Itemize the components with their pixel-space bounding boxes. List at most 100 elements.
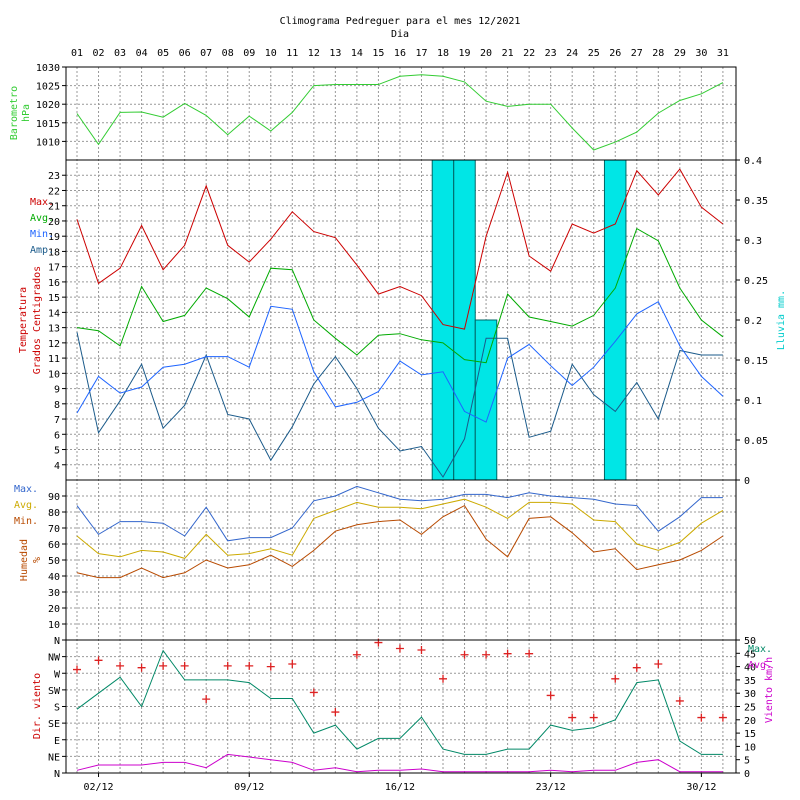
wind-speed-tick-label: 5 [744, 756, 750, 767]
pressure-tick-label: 1025 [36, 82, 60, 93]
temperature-tick-label: 7 [54, 415, 60, 426]
wind-direction-marker [589, 713, 598, 722]
rain-tick-label: 0.35 [744, 196, 768, 207]
humidity-tick-label: 90 [48, 492, 60, 503]
wind-direction-tick-label: SE [48, 719, 60, 730]
humidity-legend-max: Max. [14, 484, 38, 495]
humidity-avg-line [76, 498, 724, 559]
frame-layer [62, 66, 740, 777]
temperature-tick-label: 12 [48, 339, 60, 350]
wind-direction-marker [180, 661, 189, 670]
temperature-avg-line [76, 227, 724, 364]
temperature-tick-label: 13 [48, 324, 60, 335]
humidity-legend-min: Min. [14, 516, 38, 527]
temperature-min-line [76, 301, 724, 423]
wind-max-line [76, 649, 723, 755]
humidity-tick-label: 10 [48, 620, 60, 631]
humidity-min-line [76, 504, 724, 579]
day-label-24: 24 [566, 48, 578, 59]
humidity-tick-label: 80 [48, 508, 60, 519]
wind-direction-marker [503, 649, 512, 658]
temperature-tick-label: 14 [48, 308, 60, 319]
rain-tick-label: 0.2 [744, 316, 762, 327]
humidity-tick-label: 40 [48, 572, 60, 583]
rain-bar-26 [603, 159, 627, 481]
wind-direction-marker [568, 713, 577, 722]
rain-tick-label: 0.05 [744, 436, 768, 447]
wind-direction-marker [288, 660, 297, 669]
day-label-20: 20 [480, 48, 492, 59]
date-tick-label: 09/12 [234, 782, 264, 793]
wind-direction-marker [116, 661, 125, 670]
date-tick-label: 16/12 [385, 782, 415, 793]
temperature-tick-label: 8 [54, 400, 60, 411]
wind-direction-marker [266, 662, 275, 671]
wind-direction-tick-label: NE [48, 752, 60, 763]
humidity-tick-label: 50 [48, 556, 60, 567]
temperature-tick-label: 23 [48, 171, 60, 182]
humidity-tick-label: 30 [48, 588, 60, 599]
temperature-legend-avg: Avg. [30, 213, 54, 224]
humidity-axis-unit: % [32, 557, 43, 563]
wind-direction-tick-label: W [54, 669, 61, 680]
wind-direction-axis-label: Dir. viento [32, 673, 43, 739]
pressure-line [76, 74, 724, 151]
day-label-11: 11 [286, 48, 298, 59]
wind-direction-marker [482, 650, 491, 659]
wind-direction-marker [460, 650, 469, 659]
wind-legend-avg: Avg. [748, 660, 772, 671]
day-label-29: 29 [674, 48, 686, 59]
day-label-10: 10 [265, 48, 277, 59]
wind-direction-marker [439, 674, 448, 683]
day-label-21: 21 [502, 48, 514, 59]
temperature-tick-label: 21 [48, 202, 60, 213]
rain-bar-19 [453, 159, 476, 481]
day-label-16: 16 [394, 48, 406, 59]
day-label-25: 25 [588, 48, 600, 59]
rain-axis-label: Lluvia mm. [776, 290, 787, 350]
day-label-09: 09 [243, 48, 255, 59]
wind-direction-marker [159, 661, 168, 670]
chart-subtitle: Dia [391, 29, 409, 40]
pressure-axis-label: Barometro [9, 86, 20, 140]
temperature-legend-max: Max. [30, 197, 54, 208]
rain-tick-label: 0.4 [744, 156, 762, 167]
day-label-17: 17 [415, 48, 427, 59]
day-label-18: 18 [437, 48, 449, 59]
humidity-max-line [76, 485, 723, 542]
humidity-legend-avg: Avg. [14, 500, 38, 511]
temperature-tick-label: 22 [48, 186, 60, 197]
wind-direction-tick-label: E [54, 736, 60, 747]
temperature-amp-line [76, 332, 723, 478]
wind-avg-line [76, 753, 723, 773]
humidity-tick-label: 60 [48, 540, 60, 551]
wind-direction-marker [611, 674, 620, 683]
temperature-tick-label: 6 [54, 430, 60, 441]
wind-direction-tick-label: S [54, 703, 60, 714]
temperature-tick-label: 10 [48, 369, 60, 380]
wind-speed-tick-label: 30 [744, 689, 756, 700]
wind-direction-marker [309, 688, 318, 697]
wind-speed-tick-label: 10 [744, 742, 756, 753]
temperature-tick-label: 9 [54, 385, 60, 396]
pressure-tick-label: 1020 [36, 100, 60, 111]
rain-tick-label: 0 [744, 476, 750, 487]
day-label-02: 02 [93, 48, 105, 59]
wind-direction-marker [417, 645, 426, 654]
wind-speed-tick-label: 50 [744, 636, 756, 647]
pressure-axis-unit: hPa [21, 104, 32, 122]
temperature-legend-min: Min. [30, 229, 54, 240]
temperature-tick-label: 4 [54, 461, 60, 472]
wind-speed-tick-label: 35 [744, 676, 756, 687]
day-label-30: 30 [695, 48, 707, 59]
day-label-31: 31 [717, 48, 729, 59]
day-label-01: 01 [71, 48, 83, 59]
panel-frame-wind [65, 639, 737, 774]
wind-direction-marker [352, 650, 361, 659]
wind-speed-tick-label: 15 [744, 729, 756, 740]
day-label-26: 26 [609, 48, 621, 59]
wind-speed-tick-label: 40 [744, 663, 756, 674]
day-label-14: 14 [351, 48, 363, 59]
wind-speed-axis-label: Viento km/h [764, 657, 775, 723]
